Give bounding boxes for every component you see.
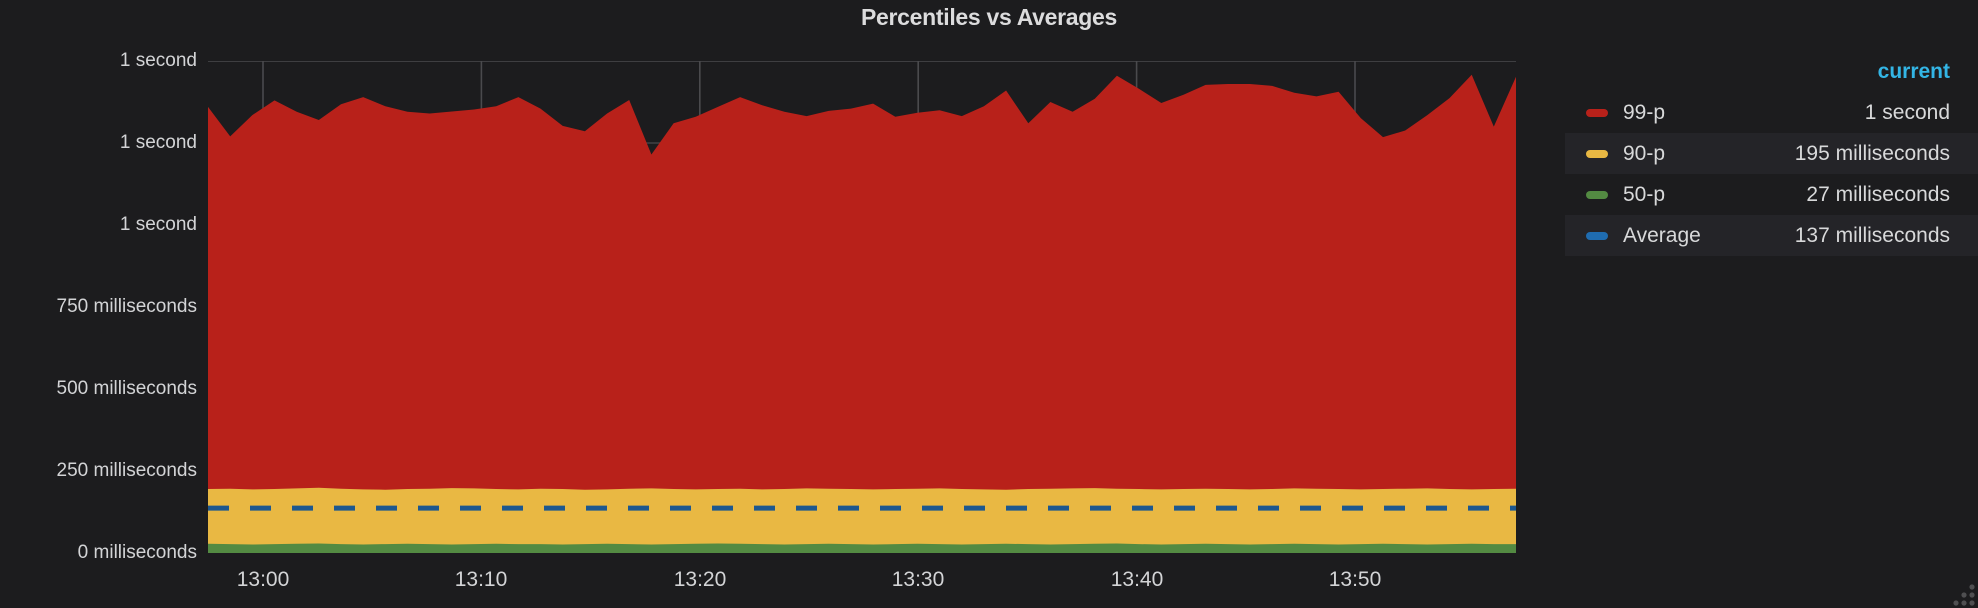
x-axis-label: 13:40 [1110,568,1164,591]
series-swatch-icon[interactable] [1586,149,1608,158]
series-current-value: 137 milliseconds [1794,223,1950,247]
series-name-90p[interactable]: 90-p [1623,141,1666,165]
y-axis-label: 1 second [119,50,197,71]
series-name-average[interactable]: Average [1623,223,1701,247]
time-series-chart [208,61,1516,553]
y-axis-label: 250 milliseconds [56,460,197,481]
legend-row-90p: 90-p 195 milliseconds [1565,133,1978,174]
legend: current 99-p 1 second 90-p 195 milliseco… [1565,52,1978,256]
legend-row-average: Average 137 milliseconds [1565,215,1978,256]
y-axis-label: 500 milliseconds [56,378,197,399]
legend-current-header[interactable]: current [1877,60,1950,83]
x-axis-label: 13:20 [673,568,727,591]
series-current-value: 27 milliseconds [1806,182,1950,206]
x-axis-label: 13:50 [1328,568,1382,591]
series-name-99p[interactable]: 99-p [1623,100,1666,124]
panel-resize-grip-icon[interactable] [1948,582,1976,606]
y-axis-label: 1 second [119,214,197,235]
panel-title[interactable]: Percentiles vs Averages [860,4,1118,30]
x-axis-label: 13:00 [236,568,290,591]
series-name-50p[interactable]: 50-p [1623,182,1666,206]
legend-row-50p: 50-p 27 milliseconds [1565,174,1978,215]
legend-row-99p: 99-p 1 second [1565,92,1978,133]
series-current-value: 1 second [1864,100,1950,124]
series-swatch-icon[interactable] [1586,231,1608,240]
y-axis-label: 750 milliseconds [56,296,197,317]
x-axis-label: 13:30 [891,568,945,591]
y-axis-label: 0 milliseconds [77,542,197,563]
plot-area[interactable] [208,61,1516,553]
series-current-value: 195 milliseconds [1794,141,1950,165]
series-swatch-icon[interactable] [1586,190,1608,199]
x-axis-label: 13:10 [454,568,508,591]
series-swatch-icon[interactable] [1586,108,1608,117]
y-axis-label: 1 second [119,132,197,153]
